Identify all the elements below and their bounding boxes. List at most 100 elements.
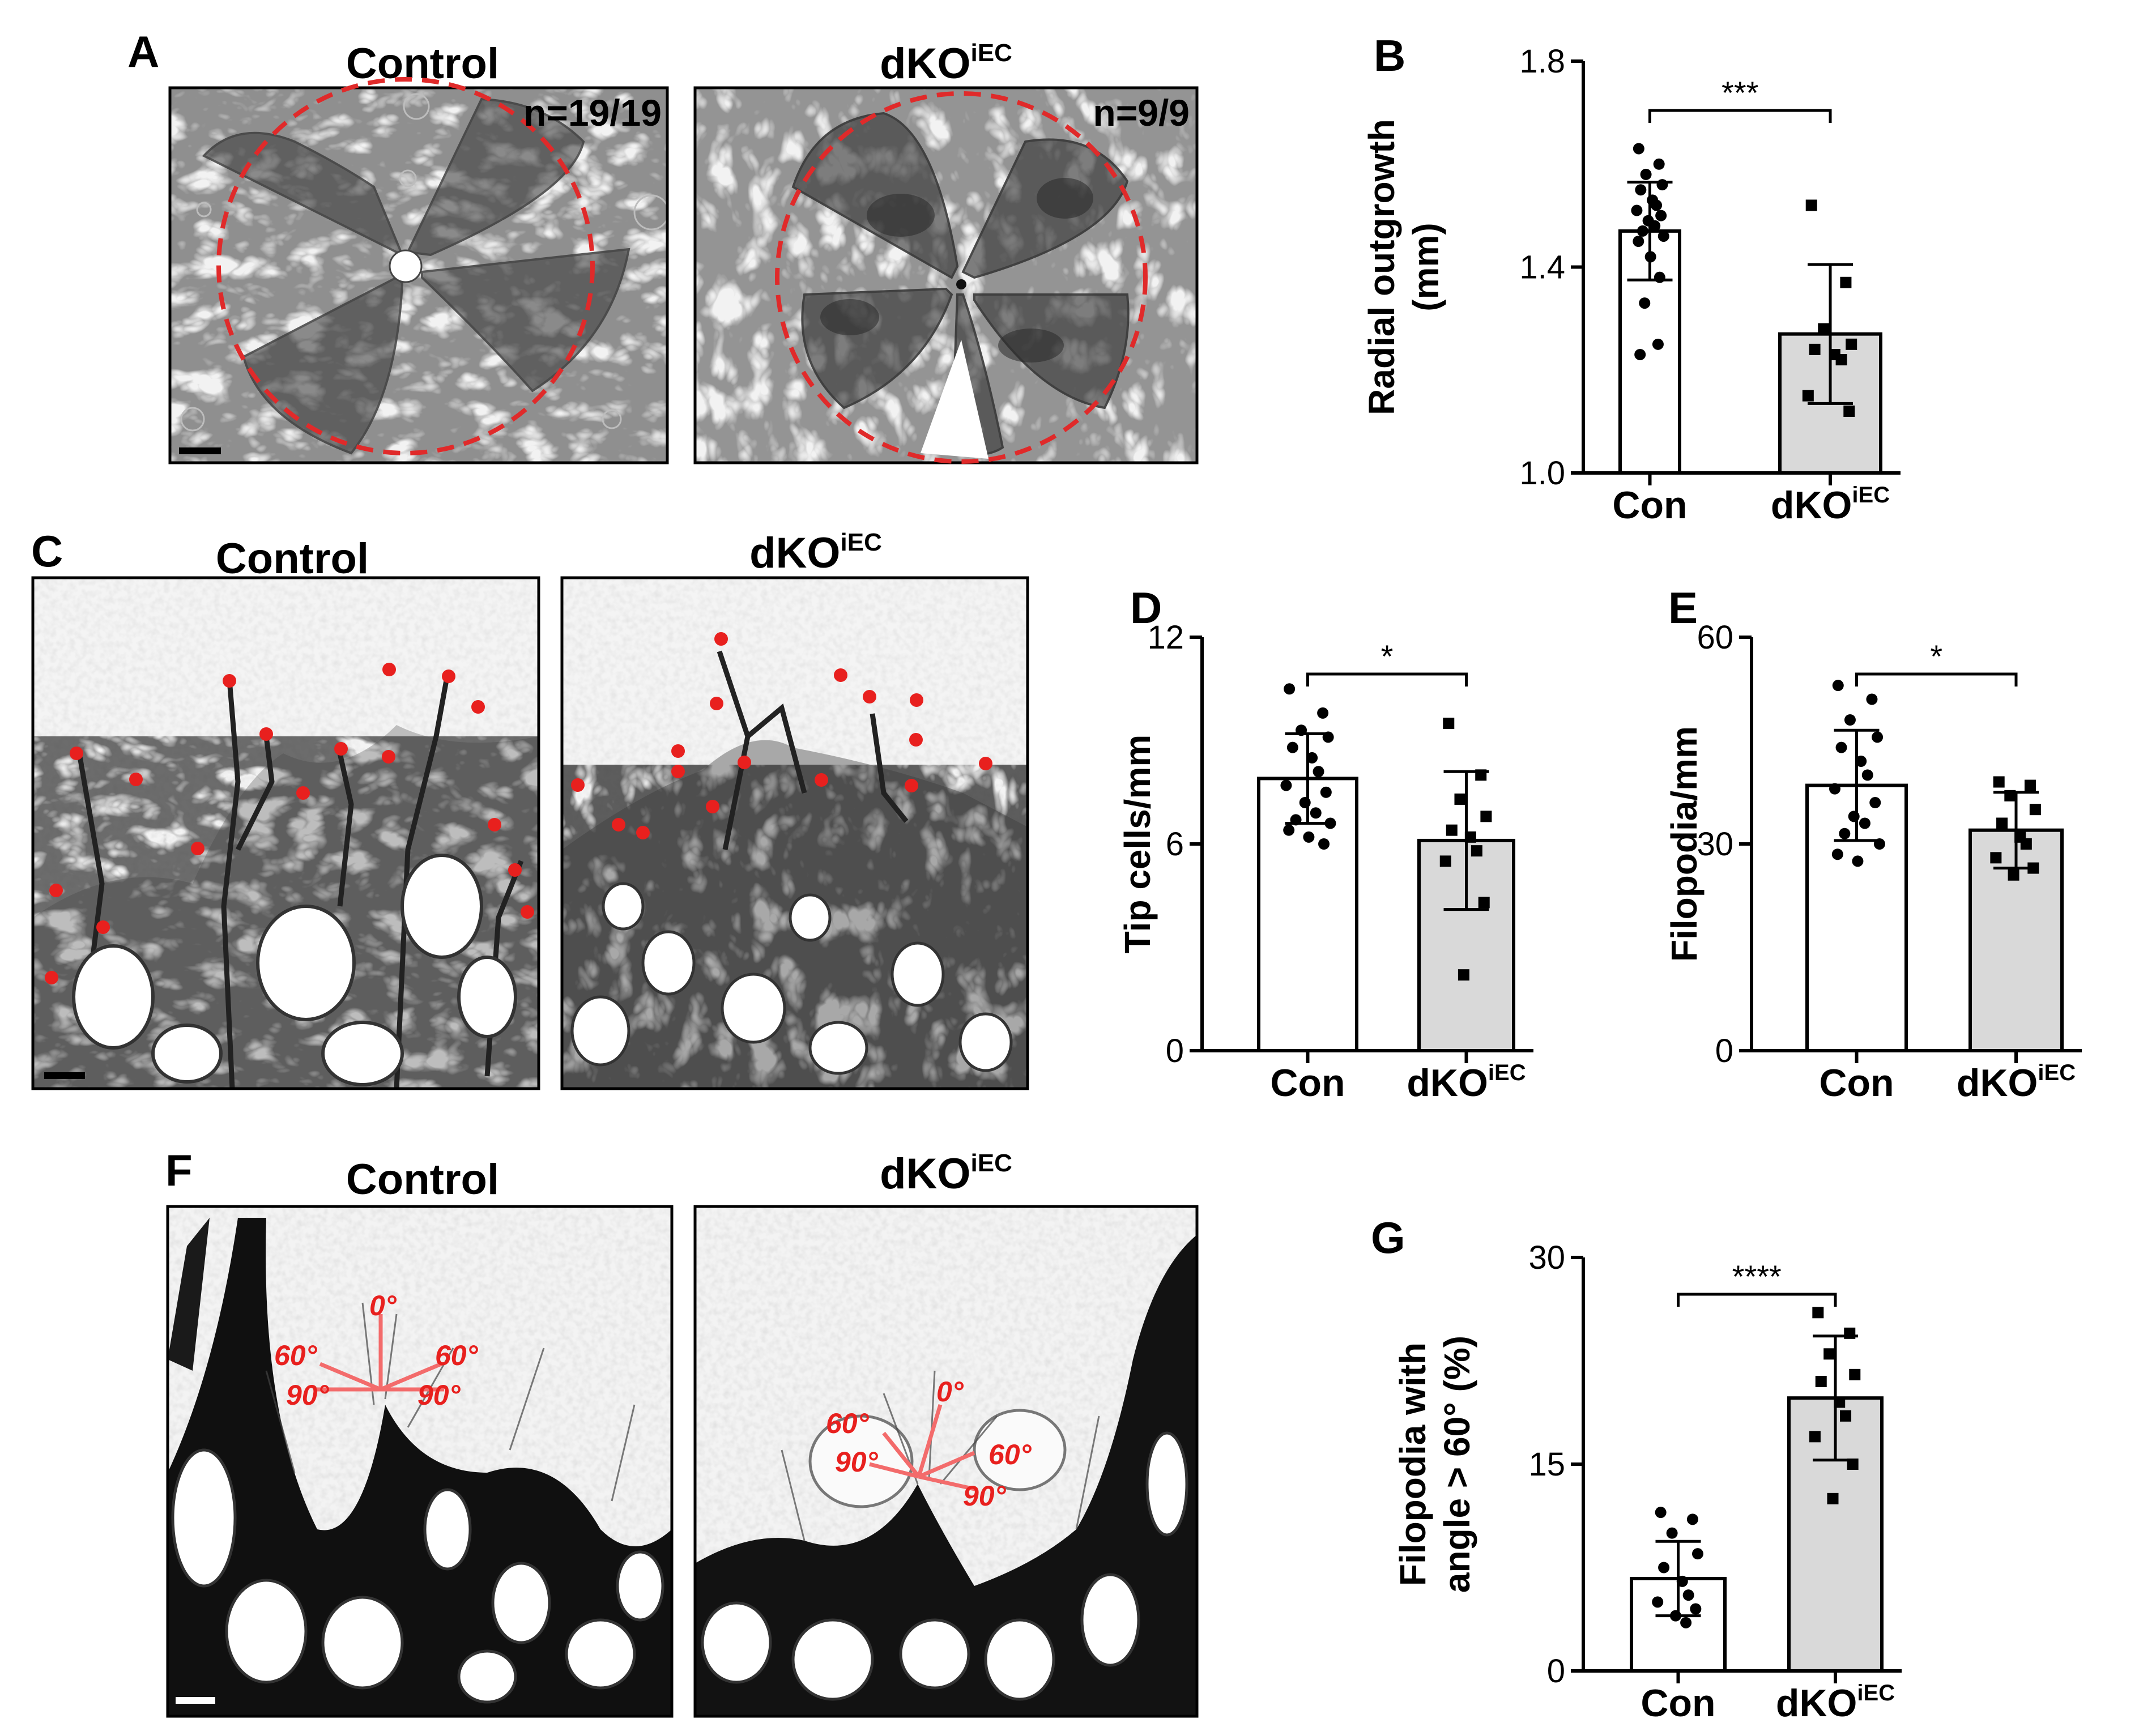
- x-tick-label: Con: [1641, 1682, 1715, 1725]
- data-point: [1996, 817, 2008, 829]
- data-point: [1458, 969, 1469, 981]
- data-point: [1686, 1513, 1698, 1525]
- panel-letter-g: G: [1371, 1213, 1405, 1263]
- data-point: [1832, 680, 1844, 692]
- data-point: [1655, 210, 1667, 221]
- panel-f-dko-image: [695, 1206, 1197, 1716]
- category-superscript: iEC: [1857, 1681, 1895, 1705]
- data-point: [1306, 752, 1318, 764]
- panel-f-control-frame: [166, 1205, 674, 1718]
- data-point: [1649, 220, 1661, 232]
- panel-c-control-tip-markers: [45, 663, 534, 984]
- data-point: [1823, 1348, 1835, 1360]
- data-point: [1280, 779, 1292, 791]
- panel-f-control-angle-90-left: 90°: [286, 1379, 330, 1411]
- panel-a-dko-dashed-circle: [775, 91, 1148, 464]
- data-point: [1666, 1527, 1678, 1539]
- data-point: [1635, 184, 1647, 196]
- x-tick-label: dKOiEC: [1957, 1060, 2076, 1105]
- data-point: [1682, 1589, 1694, 1601]
- data-point: [1640, 168, 1652, 180]
- category-name: dKO: [1776, 1682, 1857, 1725]
- y-tick-label: 1.4: [1519, 249, 1565, 286]
- y-tick-label: 6: [1166, 826, 1184, 863]
- data-point: [1835, 354, 1847, 366]
- significance-label: ****: [1732, 1259, 1782, 1294]
- panel-a-control-frame: [168, 86, 669, 464]
- panel-letter-f: F: [165, 1145, 193, 1195]
- y-axis-label: angle > 60° (%): [1437, 1336, 1477, 1593]
- x-tick-label: Con: [1270, 1061, 1345, 1105]
- scale-bar-a: [179, 447, 221, 454]
- panel-f-dko-angle-90-right: 90°: [963, 1480, 1007, 1512]
- data-point: [1690, 1603, 1702, 1615]
- panel-c-dko-title: dKOiEC: [749, 528, 882, 577]
- panel-f-control-angle-0: 0°: [369, 1290, 397, 1321]
- data-point: [1827, 1493, 1839, 1504]
- data-point: [2029, 804, 2041, 816]
- data-point: [1852, 855, 1864, 867]
- data-point: [1691, 1548, 1703, 1560]
- significance-label: *: [1381, 638, 1394, 674]
- category-superscript: iEC: [1488, 1060, 1526, 1085]
- scale-bar-c: [44, 1072, 85, 1079]
- panel-a-dko-title: dKOiEC: [880, 39, 1012, 88]
- data-point: [1303, 831, 1315, 843]
- significance-bracket: [1677, 1293, 1837, 1307]
- y-axis-label: Filopodia/mm: [1664, 726, 1705, 962]
- data-point: [2020, 838, 2032, 850]
- data-point: [1805, 199, 1817, 211]
- data-point: [1872, 731, 1884, 743]
- y-tick-label: 30: [1697, 826, 1733, 863]
- data-point: [1471, 845, 1482, 857]
- data-point: [1849, 1368, 1861, 1380]
- x-tick-label: dKOiEC: [1407, 1060, 1526, 1105]
- chart-b-radial-outgrowth: 1.0 1.4 1.8 Con dKOiEC Radial outgrowth (mm) **…: [1361, 43, 1901, 527]
- y-tick-label: 15: [1528, 1446, 1565, 1483]
- category-name: Con: [1641, 1682, 1715, 1725]
- category-superscript: iEC: [2038, 1060, 2076, 1085]
- panel-letter-e: E: [1668, 583, 1698, 633]
- data-point: [1283, 824, 1295, 836]
- data-point: [1844, 714, 1856, 726]
- panel-a-control-image: [170, 88, 667, 463]
- data-point: [1286, 741, 1298, 753]
- data-point: [1840, 276, 1852, 288]
- data-point: [1680, 1617, 1692, 1628]
- panel-f-control-angle-60-left: 60°: [274, 1340, 318, 1371]
- data-point: [1317, 707, 1329, 719]
- data-point: [1835, 741, 1847, 753]
- y-tick-label: 0: [1715, 1033, 1733, 1069]
- panel-letter-d: D: [1130, 583, 1162, 633]
- data-point: [1320, 786, 1332, 798]
- data-point: [1439, 855, 1451, 867]
- x-tick-label: dKOiEC: [1771, 483, 1890, 527]
- data-point: [1990, 852, 2002, 864]
- data-point: [1840, 1410, 1852, 1422]
- data-point: [1653, 158, 1665, 170]
- panel-c-control-image: [33, 578, 539, 1089]
- y-tick-label: 1.8: [1519, 43, 1565, 80]
- data-point: [1313, 766, 1324, 778]
- data-point: [1443, 718, 1455, 730]
- y-tick-label: 30: [1528, 1239, 1565, 1276]
- data-point: [1310, 807, 1322, 819]
- panel-letter-a: A: [127, 27, 159, 76]
- panel-c: C Control dKOiEC: [31, 526, 1029, 1090]
- data-point: [1855, 756, 1867, 767]
- significance-label: ***: [1722, 75, 1758, 110]
- significance-label: *: [1930, 638, 1942, 674]
- data-point: [1839, 828, 1851, 839]
- panel-f-dko-angle-90-left: 90°: [835, 1446, 879, 1478]
- panel-f-dko-angle-0: 0°: [936, 1376, 964, 1408]
- data-point: [1633, 143, 1644, 155]
- panel-f-dko-angle-60-right: 60°: [988, 1439, 1032, 1470]
- data-point: [1318, 838, 1330, 850]
- data-point: [1478, 897, 1490, 909]
- y-axis-label: (mm): [1405, 223, 1446, 311]
- panel-f-dko-angle-rays: [869, 1404, 978, 1492]
- y-tick-label: 0: [1166, 1033, 1184, 1069]
- panel-a-control-n: n=19/19: [523, 92, 662, 134]
- data-point: [1843, 405, 1855, 417]
